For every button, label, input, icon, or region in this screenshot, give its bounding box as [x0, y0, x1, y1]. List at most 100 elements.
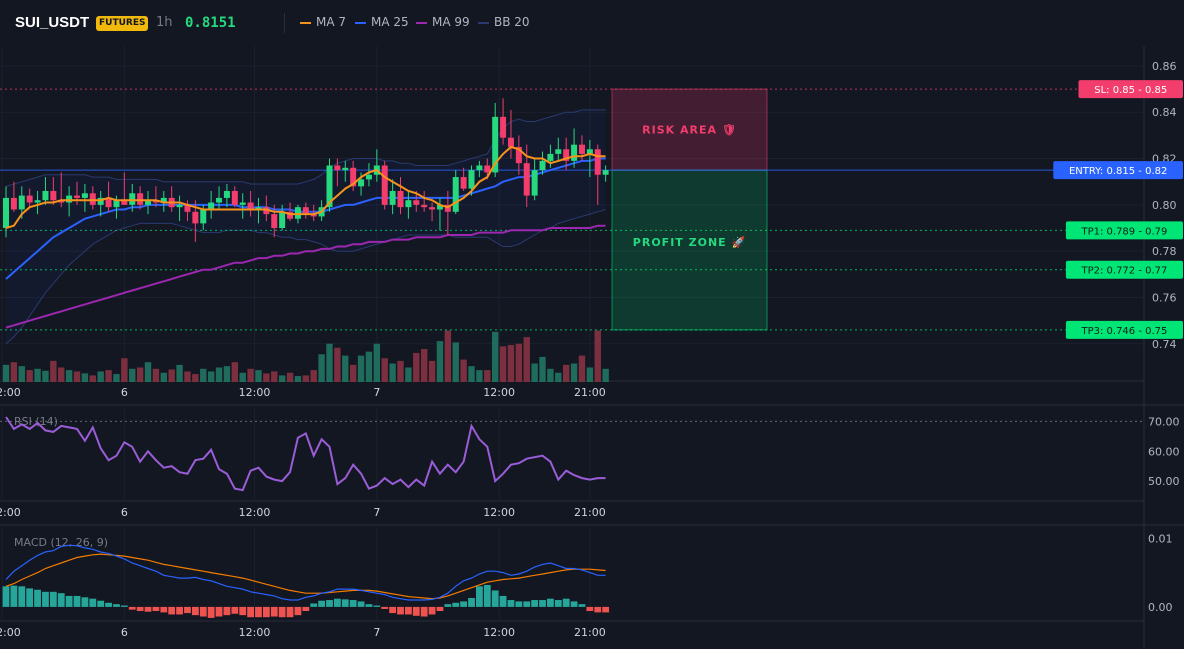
volume-bar [342, 355, 349, 382]
macd-histogram-bar [105, 602, 112, 607]
candle-body [200, 209, 207, 224]
volume-bar [97, 371, 104, 382]
level-tag-label: TP1: 0.789 - 0.79 [1080, 226, 1167, 237]
candle-body [531, 170, 538, 196]
legend-ma99-label: MA 99 [432, 15, 470, 29]
candle-body [342, 167, 349, 171]
volume-bar [310, 370, 317, 382]
candle-body [436, 204, 443, 210]
macd-histogram-bar [491, 590, 499, 607]
volume-bar [365, 351, 373, 382]
macd-histogram-bar [365, 604, 373, 607]
level-tag[interactable] [1065, 320, 1183, 339]
candle-body [263, 207, 270, 215]
time-tick-label: 2:00 [0, 506, 21, 519]
volume-bar [515, 343, 523, 382]
macd-histogram-bar [18, 586, 26, 607]
volume-bar [468, 366, 475, 382]
legend-ma25[interactable]: MA 25 [355, 15, 409, 29]
time-tick-label: 12:00 [483, 506, 515, 519]
candle-body [223, 190, 230, 198]
candle-body [515, 146, 522, 164]
macd-histogram-bar [452, 602, 460, 607]
level-tag[interactable] [1065, 260, 1183, 279]
level-tag-label: ENTRY: 0.815 - 0.82 [1069, 166, 1167, 177]
legend-ma7[interactable]: MA 7 [300, 15, 346, 29]
macd-histogram-bar [539, 600, 546, 607]
macd-histogram-bar [586, 606, 594, 612]
profit-zone [611, 169, 768, 331]
time-tick-label: 12:00 [239, 386, 271, 399]
macd-histogram-bar [144, 606, 152, 612]
macd-histogram-bar [65, 595, 73, 607]
time-tick-label: 21:00 [574, 626, 606, 639]
candle-body [216, 197, 223, 203]
macd-histogram-bar [191, 606, 199, 616]
last-price: 0.8151 [185, 15, 236, 31]
volume-bar [81, 373, 89, 382]
volume-bar [428, 360, 436, 382]
volume-bar [420, 349, 428, 382]
time-tick-label: 12:00 [483, 386, 515, 399]
legend-ma7-label: MA 7 [316, 15, 347, 29]
level-tag-label: TP2: 0.772 - 0.77 [1080, 266, 1167, 277]
macd-histogram-bar [302, 606, 310, 612]
macd-tick-label: 0.00 [1148, 601, 1173, 614]
macd-histogram-bar [412, 606, 420, 616]
chart-header: SUI_USDT FUTURES 1h 0.8151 MA 7 MA 25 MA… [0, 0, 1184, 46]
volume-bar [373, 343, 381, 382]
volume-bar [34, 368, 41, 382]
candle-body [50, 190, 57, 201]
ma99-line [5, 224, 606, 329]
volume-bar [136, 367, 144, 382]
macd-histogram-bar [476, 586, 483, 607]
volume-bar [523, 337, 530, 382]
volume-bar [89, 375, 96, 382]
candle-body [555, 149, 562, 154]
candle-body [231, 190, 238, 205]
ma25-swatch [355, 21, 366, 24]
volume-bar [539, 356, 546, 382]
legend-ma99[interactable]: MA 99 [416, 15, 470, 29]
candle-body [176, 204, 183, 208]
bb-fill [6, 109, 606, 344]
macd-histogram-bar [278, 606, 286, 618]
volume-bar [58, 367, 65, 382]
header-divider [284, 13, 285, 33]
volume-bar [278, 375, 286, 382]
volume-bar [2, 364, 10, 382]
time-tick-label: 12:00 [239, 626, 271, 639]
ma7-line [5, 145, 606, 229]
macd-histogram-bar [10, 585, 18, 607]
level-tag[interactable] [1053, 161, 1183, 180]
volume-bar [176, 364, 183, 382]
legend-bb20[interactable]: BB 20 [478, 15, 530, 29]
volume-bar [10, 362, 18, 382]
timeframe-label[interactable]: 1h [156, 15, 173, 30]
volume-bar [144, 362, 152, 382]
macd-histogram-bar [341, 599, 349, 607]
candle-body [152, 200, 159, 203]
macd-histogram-bar [499, 595, 507, 607]
macd-histogram-bar [231, 606, 239, 614]
candle-body [287, 211, 294, 219]
candle-body [500, 116, 507, 138]
candle-body [468, 170, 475, 189]
rsi-line [5, 416, 606, 492]
volume-bar [239, 372, 246, 382]
volume-bar [531, 363, 538, 382]
macd-histogram-bar [602, 606, 610, 613]
volume-bar [484, 370, 491, 382]
macd-histogram-bar [270, 606, 278, 617]
candle-body [89, 193, 96, 205]
level-tag[interactable] [1078, 80, 1184, 99]
level-tag[interactable] [1065, 221, 1183, 240]
candle-body [34, 200, 41, 203]
macd-histogram-bar [333, 598, 341, 607]
macd-histogram-bar [26, 588, 34, 607]
symbol-name[interactable]: SUI_USDT [15, 14, 90, 31]
macd-histogram-bar [326, 600, 333, 607]
bb-lower-line [5, 209, 606, 345]
profit-zone-label: PROFIT ZONE 🚀 [633, 236, 746, 249]
